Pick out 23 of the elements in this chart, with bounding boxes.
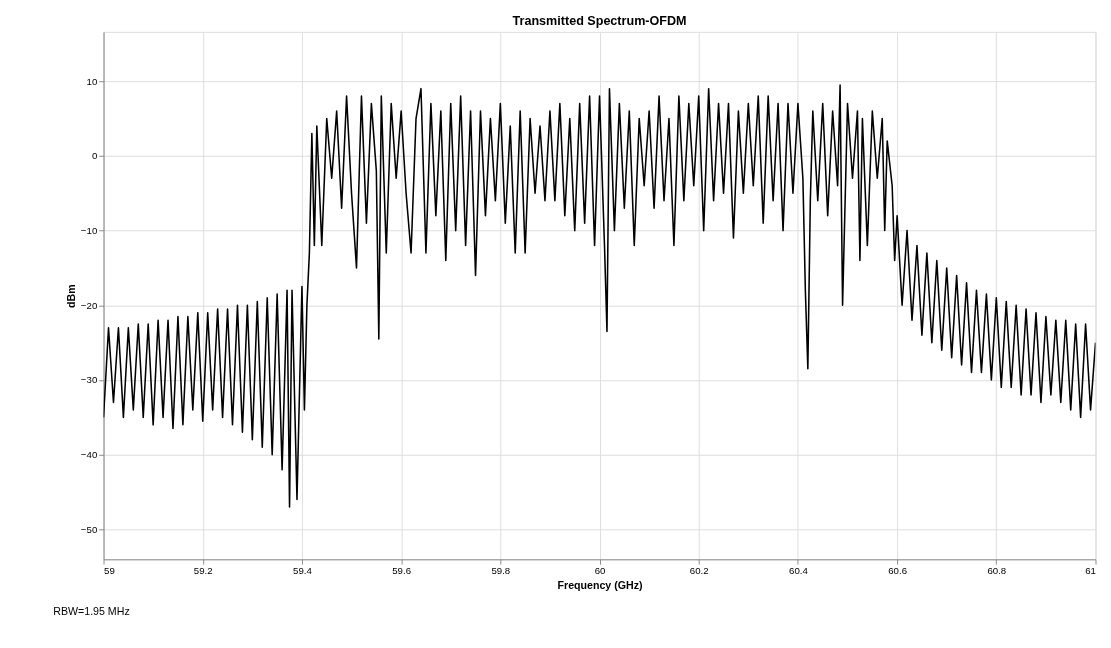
x-tick-label: 59.8 <box>491 565 511 577</box>
y-axis-title: dBm <box>65 284 78 308</box>
x-tick-label: 59.4 <box>293 565 313 577</box>
x-tick-label: 60.8 <box>987 565 1007 577</box>
chart-title: Transmitted Spectrum-OFDM <box>512 14 687 29</box>
text: RBW=1.95 MHz <box>53 605 130 618</box>
x-tick-label: 59.2 <box>193 565 213 577</box>
y-tick-label: −40 <box>80 449 98 461</box>
x-tick-label: 60.2 <box>689 565 709 577</box>
x-tick-label: 59.6 <box>392 565 412 577</box>
x-tick-label: 60 <box>594 565 606 577</box>
y-tick-label: 10 <box>86 75 98 87</box>
x-tick-label: 60.4 <box>789 565 809 577</box>
x-axis-title: Frequency (GHz) <box>557 578 643 591</box>
y-tick-label: −30 <box>80 374 98 386</box>
y-tick-label: 0 <box>91 150 98 162</box>
line-series <box>103 84 1096 508</box>
x-tick-label: 59 <box>104 565 115 577</box>
x-tick-label: 60.6 <box>888 565 908 577</box>
y-tick-label: −20 <box>80 299 98 311</box>
y-tick-label: −10 <box>80 224 98 236</box>
y-tick-label: −50 <box>80 523 98 535</box>
x-tick-label: 61 <box>1085 565 1096 577</box>
